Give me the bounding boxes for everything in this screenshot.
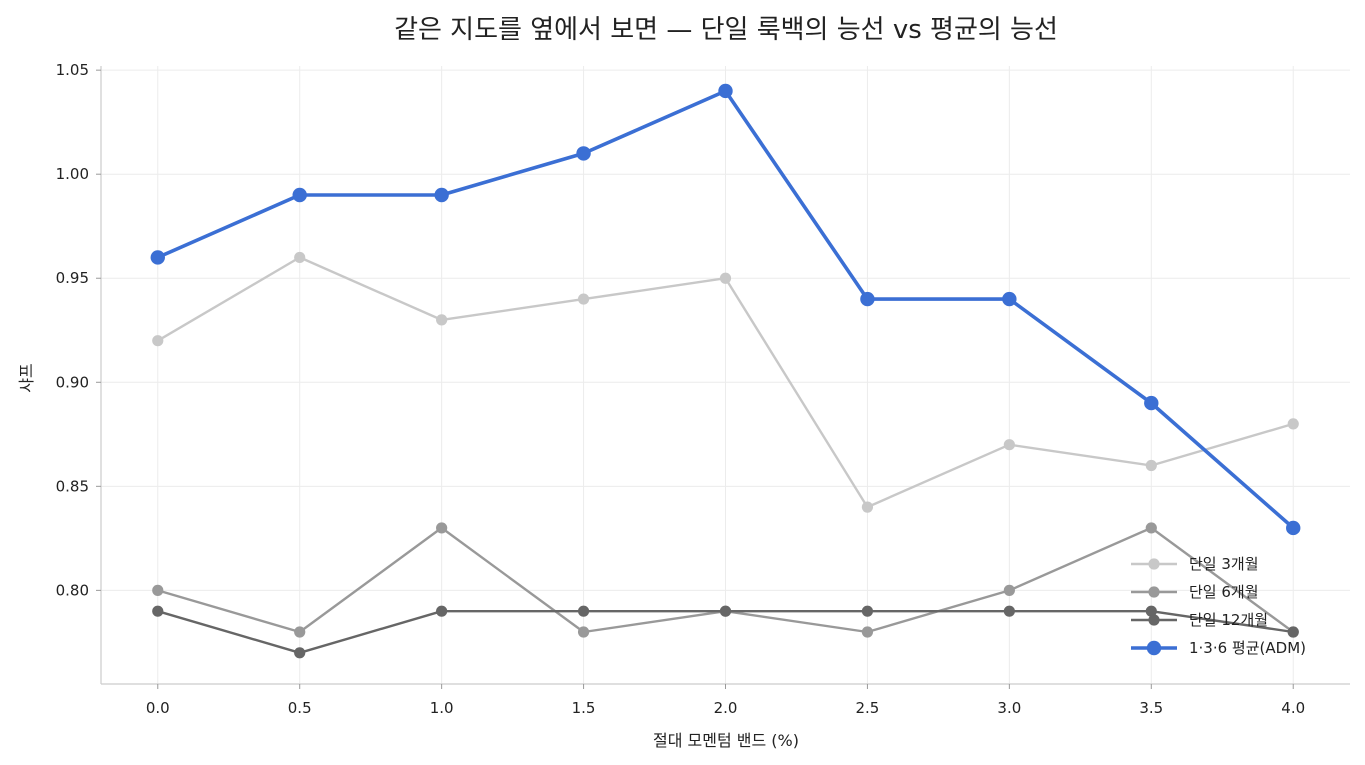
data-point — [294, 251, 306, 264]
legend-item: 단일 6개월 — [1131, 583, 1259, 601]
y-tick-label: 0.90 — [56, 373, 89, 391]
y-tick-label: 0.95 — [56, 269, 89, 287]
data-point — [1145, 522, 1157, 534]
data-point — [1003, 605, 1015, 617]
data-point — [150, 250, 165, 265]
data-point — [436, 605, 448, 617]
data-point — [436, 522, 448, 534]
data-point — [294, 626, 306, 638]
data-point — [1002, 291, 1017, 307]
data-point — [577, 605, 590, 617]
x-tick-label: 4.0 — [1281, 699, 1305, 717]
legend-marker-swatch — [1148, 558, 1160, 570]
data-point — [152, 335, 164, 347]
x-tick-label: 0.5 — [288, 699, 312, 717]
data-point — [860, 291, 875, 307]
y-axis-label: 샤프 — [17, 363, 36, 392]
x-tick-label: 3.5 — [1139, 699, 1163, 717]
data-point — [436, 314, 448, 326]
data-point — [152, 605, 164, 617]
data-point — [1003, 584, 1015, 596]
legend-item: 1·3·6 평균(ADM) — [1131, 639, 1306, 657]
y-tick-label: 0.80 — [56, 581, 89, 599]
x-tick-label: 2.0 — [714, 699, 738, 717]
data-point — [152, 584, 164, 596]
data-point — [1144, 395, 1159, 411]
legend-marker-swatch — [1148, 586, 1160, 598]
data-point — [718, 83, 733, 99]
data-point — [434, 187, 449, 203]
data-point — [719, 272, 732, 284]
data-point — [861, 501, 874, 513]
x-tick-label: 0.0 — [146, 699, 170, 717]
legend-marker-swatch — [1146, 640, 1162, 656]
data-point — [294, 647, 306, 659]
legend-label: 1·3·6 평균(ADM) — [1189, 639, 1306, 657]
data-point — [1287, 626, 1299, 638]
data-point — [719, 605, 732, 617]
data-point — [861, 626, 874, 638]
series-1 — [152, 251, 1299, 513]
data-point — [576, 146, 591, 161]
legend-marker-swatch — [1148, 614, 1160, 626]
data-point — [1145, 459, 1157, 472]
legend-item: 단일 3개월 — [1131, 555, 1259, 573]
axes: 0.0 0.5 1.0 1.5 2.0 2.5 3.0 3.5 4.0 0.80 0.85 0.90 0… — [56, 61, 1350, 717]
data-point — [577, 626, 590, 638]
y-tick-label: 0.85 — [56, 477, 89, 495]
legend-label: 단일 6개월 — [1189, 583, 1259, 601]
legend-label: 단일 12개월 — [1189, 611, 1268, 629]
data-point — [1286, 520, 1301, 536]
x-tick-label: 1.0 — [430, 699, 454, 717]
data-point — [292, 187, 307, 203]
series-3 — [152, 605, 1299, 659]
y-tick-label: 1.00 — [56, 165, 89, 183]
legend-label: 단일 3개월 — [1189, 555, 1259, 573]
data-point — [1145, 605, 1157, 617]
series-group — [150, 83, 1301, 659]
x-tick-label: 2.5 — [856, 699, 880, 717]
x-tick-label: 3.0 — [997, 699, 1021, 717]
data-point — [1003, 439, 1015, 451]
y-tick-label: 1.05 — [56, 61, 89, 79]
series-4 — [150, 83, 1301, 536]
x-axis-label: 절대 모멘텀 밴드 (%) — [653, 731, 799, 750]
chart-title: 같은 지도를 옆에서 보면 — 단일 룩백의 능선 vs 평균의 능선 — [394, 15, 1058, 45]
data-point — [861, 605, 874, 617]
data-point — [1287, 418, 1299, 430]
data-point — [577, 293, 590, 305]
x-tick-label: 1.5 — [572, 699, 596, 717]
legend-item: 단일 12개월 — [1131, 611, 1268, 629]
